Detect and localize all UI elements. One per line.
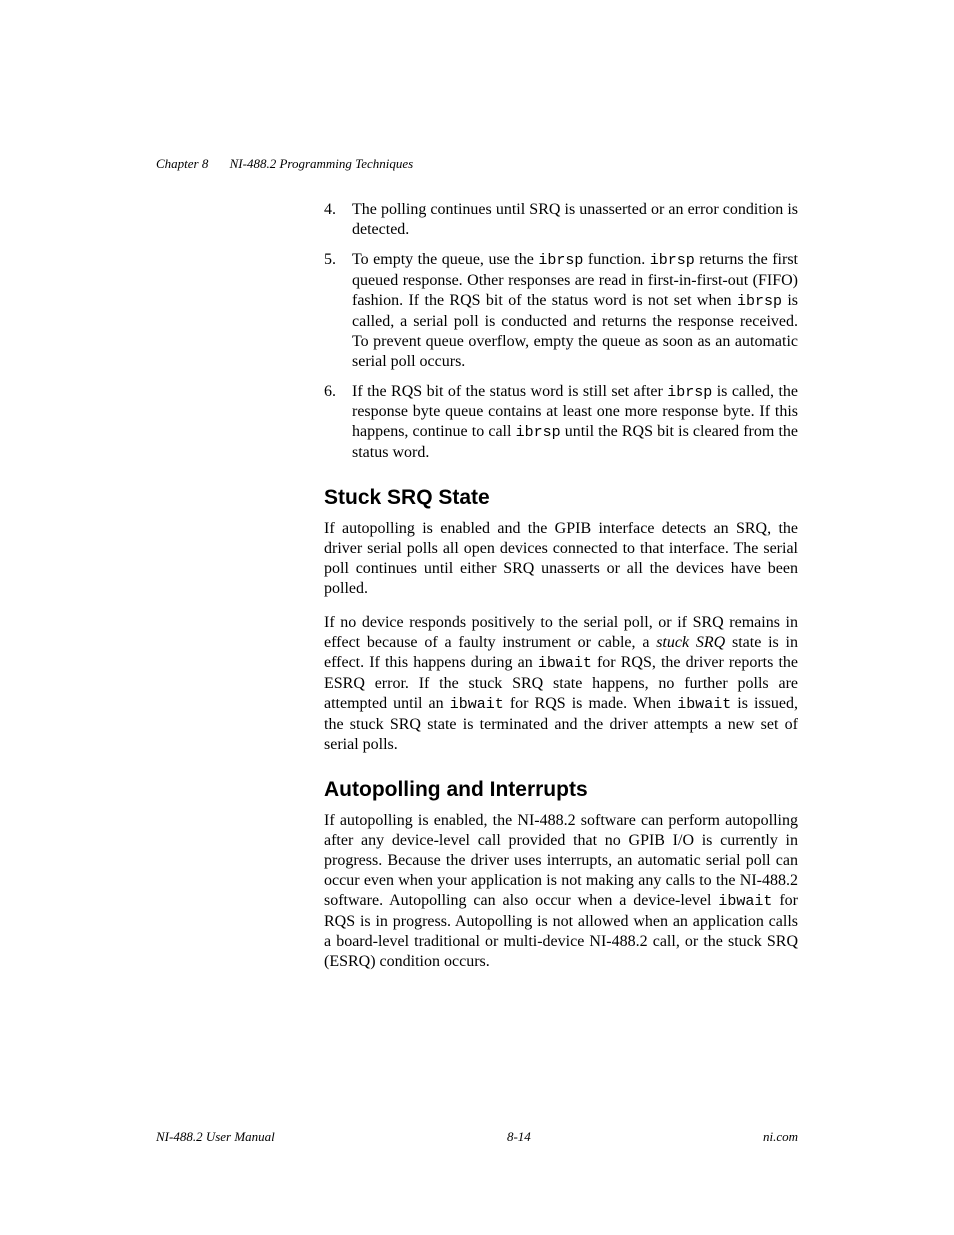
text: for RQS is made. When: [504, 695, 677, 712]
list-item-5: 5. To empty the queue, use the ibrsp fun…: [324, 250, 798, 372]
code-ibrsp: ibrsp: [516, 424, 561, 441]
code-ibrsp: ibrsp: [650, 252, 695, 269]
heading-autopolling: Autopolling and Interrupts: [324, 777, 798, 803]
code-ibwait: ibwait: [677, 696, 731, 713]
code-ibwait: ibwait: [538, 655, 592, 672]
code-ibrsp: ibrsp: [737, 293, 782, 310]
code-ibwait: ibwait: [718, 893, 772, 910]
code-ibrsp: ibrsp: [667, 384, 712, 401]
text: If the RQS bit of the status word is sti…: [352, 383, 667, 400]
footer-page-number: 8-14: [507, 1129, 531, 1145]
paragraph: If no device responds positively to the …: [324, 613, 798, 755]
list-body: If the RQS bit of the status word is sti…: [352, 382, 798, 464]
page: Chapter 8 NI-488.2 Programming Technique…: [0, 0, 954, 1235]
list-number: 5.: [324, 250, 352, 372]
emphasis-stuck-srq: stuck SRQ: [656, 634, 725, 651]
heading-stuck-srq: Stuck SRQ State: [324, 485, 798, 511]
footer-left: NI-488.2 User Manual: [156, 1129, 275, 1145]
text: To empty the queue, use the: [352, 251, 538, 268]
code-ibrsp: ibrsp: [538, 252, 583, 269]
list-body: The polling continues until SRQ is unass…: [352, 200, 798, 240]
list-number: 4.: [324, 200, 352, 240]
chapter-label: Chapter 8: [156, 156, 208, 171]
footer-right: ni.com: [763, 1129, 798, 1145]
paragraph: If autopolling is enabled, the NI-488.2 …: [324, 811, 798, 972]
page-footer: NI-488.2 User Manual 8-14 ni.com: [156, 1129, 798, 1145]
content-area: 4. The polling continues until SRQ is un…: [324, 200, 798, 986]
text: function.: [583, 251, 649, 268]
page-header: Chapter 8 NI-488.2 Programming Technique…: [156, 156, 413, 172]
list-number: 6.: [324, 382, 352, 464]
list-item-4: 4. The polling continues until SRQ is un…: [324, 200, 798, 240]
paragraph: If autopolling is enabled and the GPIB i…: [324, 519, 798, 599]
list-item-6: 6. If the RQS bit of the status word is …: [324, 382, 798, 464]
list-body: To empty the queue, use the ibrsp functi…: [352, 250, 798, 372]
chapter-title: NI-488.2 Programming Techniques: [230, 156, 414, 171]
code-ibwait: ibwait: [450, 696, 504, 713]
